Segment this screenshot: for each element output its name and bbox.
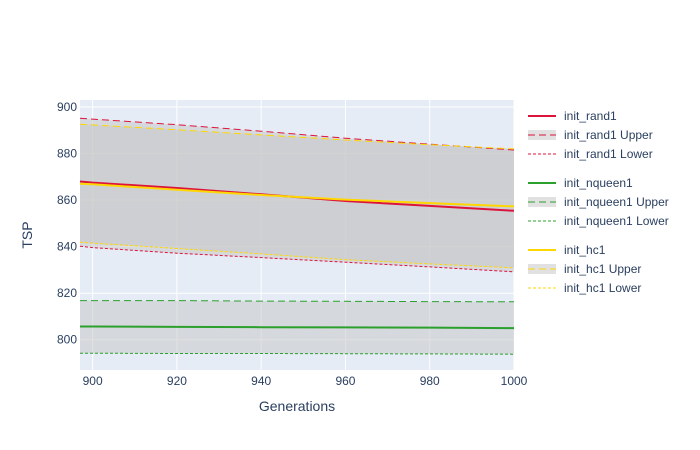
legend-item-label: init_hc1 (564, 243, 606, 257)
x-tick-label: 960 (335, 374, 355, 388)
y-tick-label: 900 (57, 100, 77, 114)
y-tick-label: 880 (57, 147, 77, 161)
init-nqueen1-line (80, 325, 515, 330)
series-lines (79, 117, 515, 355)
init-rand1-lower-line (79, 245, 515, 273)
legend-item-label: init_nqueen1 (564, 176, 633, 190)
init-hc1-upper-line (79, 123, 515, 150)
legend: init_rand1 init_rand1 Upper init_rand1 Low… (528, 109, 669, 295)
x-tick-label: 1000 (501, 374, 528, 388)
init-nqueen1-lower-line (80, 352, 515, 355)
legend-item-label: init_nqueen1 Upper (564, 195, 669, 209)
legend-item-label: init_rand1 Lower (564, 147, 653, 161)
x-axis-title: Generations (259, 398, 335, 414)
confidence-bands (80, 118, 514, 355)
y-tick-label: 840 (57, 240, 77, 254)
legend-item-label: init_rand1 Upper (564, 128, 653, 142)
y-tick-label: 800 (57, 333, 77, 347)
init-hc1-line (79, 182, 515, 208)
y-tick-label: 860 (57, 193, 77, 207)
x-tick-label: 900 (83, 374, 103, 388)
legend-item-label: init_hc1 Upper (564, 262, 641, 276)
init-hc1-lower-line (79, 241, 515, 269)
legend-item-label: init_nqueen1 Lower (564, 214, 669, 228)
init-nqueen1-upper-line (80, 300, 515, 303)
y-axis-title: TSP (19, 221, 35, 248)
x-tick-label: 920 (167, 374, 187, 388)
init-rand1-upper-line (79, 117, 515, 151)
y-tick-label: 820 (57, 286, 77, 300)
legend-item-label: init_hc1 Lower (564, 281, 641, 295)
x-tick-label: 940 (251, 374, 271, 388)
axis-ticks: 900 920 940 960 980 1000 800 820 840 860 880 900 (57, 100, 528, 388)
legend-item-label: init_rand1 (564, 109, 617, 123)
x-tick-label: 980 (420, 374, 440, 388)
